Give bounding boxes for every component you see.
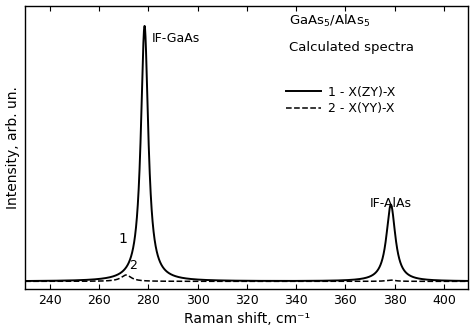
Text: Calculated spectra: Calculated spectra	[289, 41, 414, 54]
Text: 2: 2	[129, 259, 137, 273]
Text: IF-AlAs: IF-AlAs	[370, 197, 412, 210]
Y-axis label: Intensity, arb. un.: Intensity, arb. un.	[6, 86, 19, 209]
Legend: 1 - X(ZY)-X, 2 - X(YY)-X: 1 - X(ZY)-X, 2 - X(YY)-X	[286, 86, 395, 115]
Text: GaAs$_5$/AlAs$_5$: GaAs$_5$/AlAs$_5$	[289, 13, 370, 29]
Text: IF-GaAs: IF-GaAs	[152, 33, 200, 45]
Text: 1: 1	[118, 232, 127, 246]
X-axis label: Raman shift, cm⁻¹: Raman shift, cm⁻¹	[184, 312, 310, 326]
